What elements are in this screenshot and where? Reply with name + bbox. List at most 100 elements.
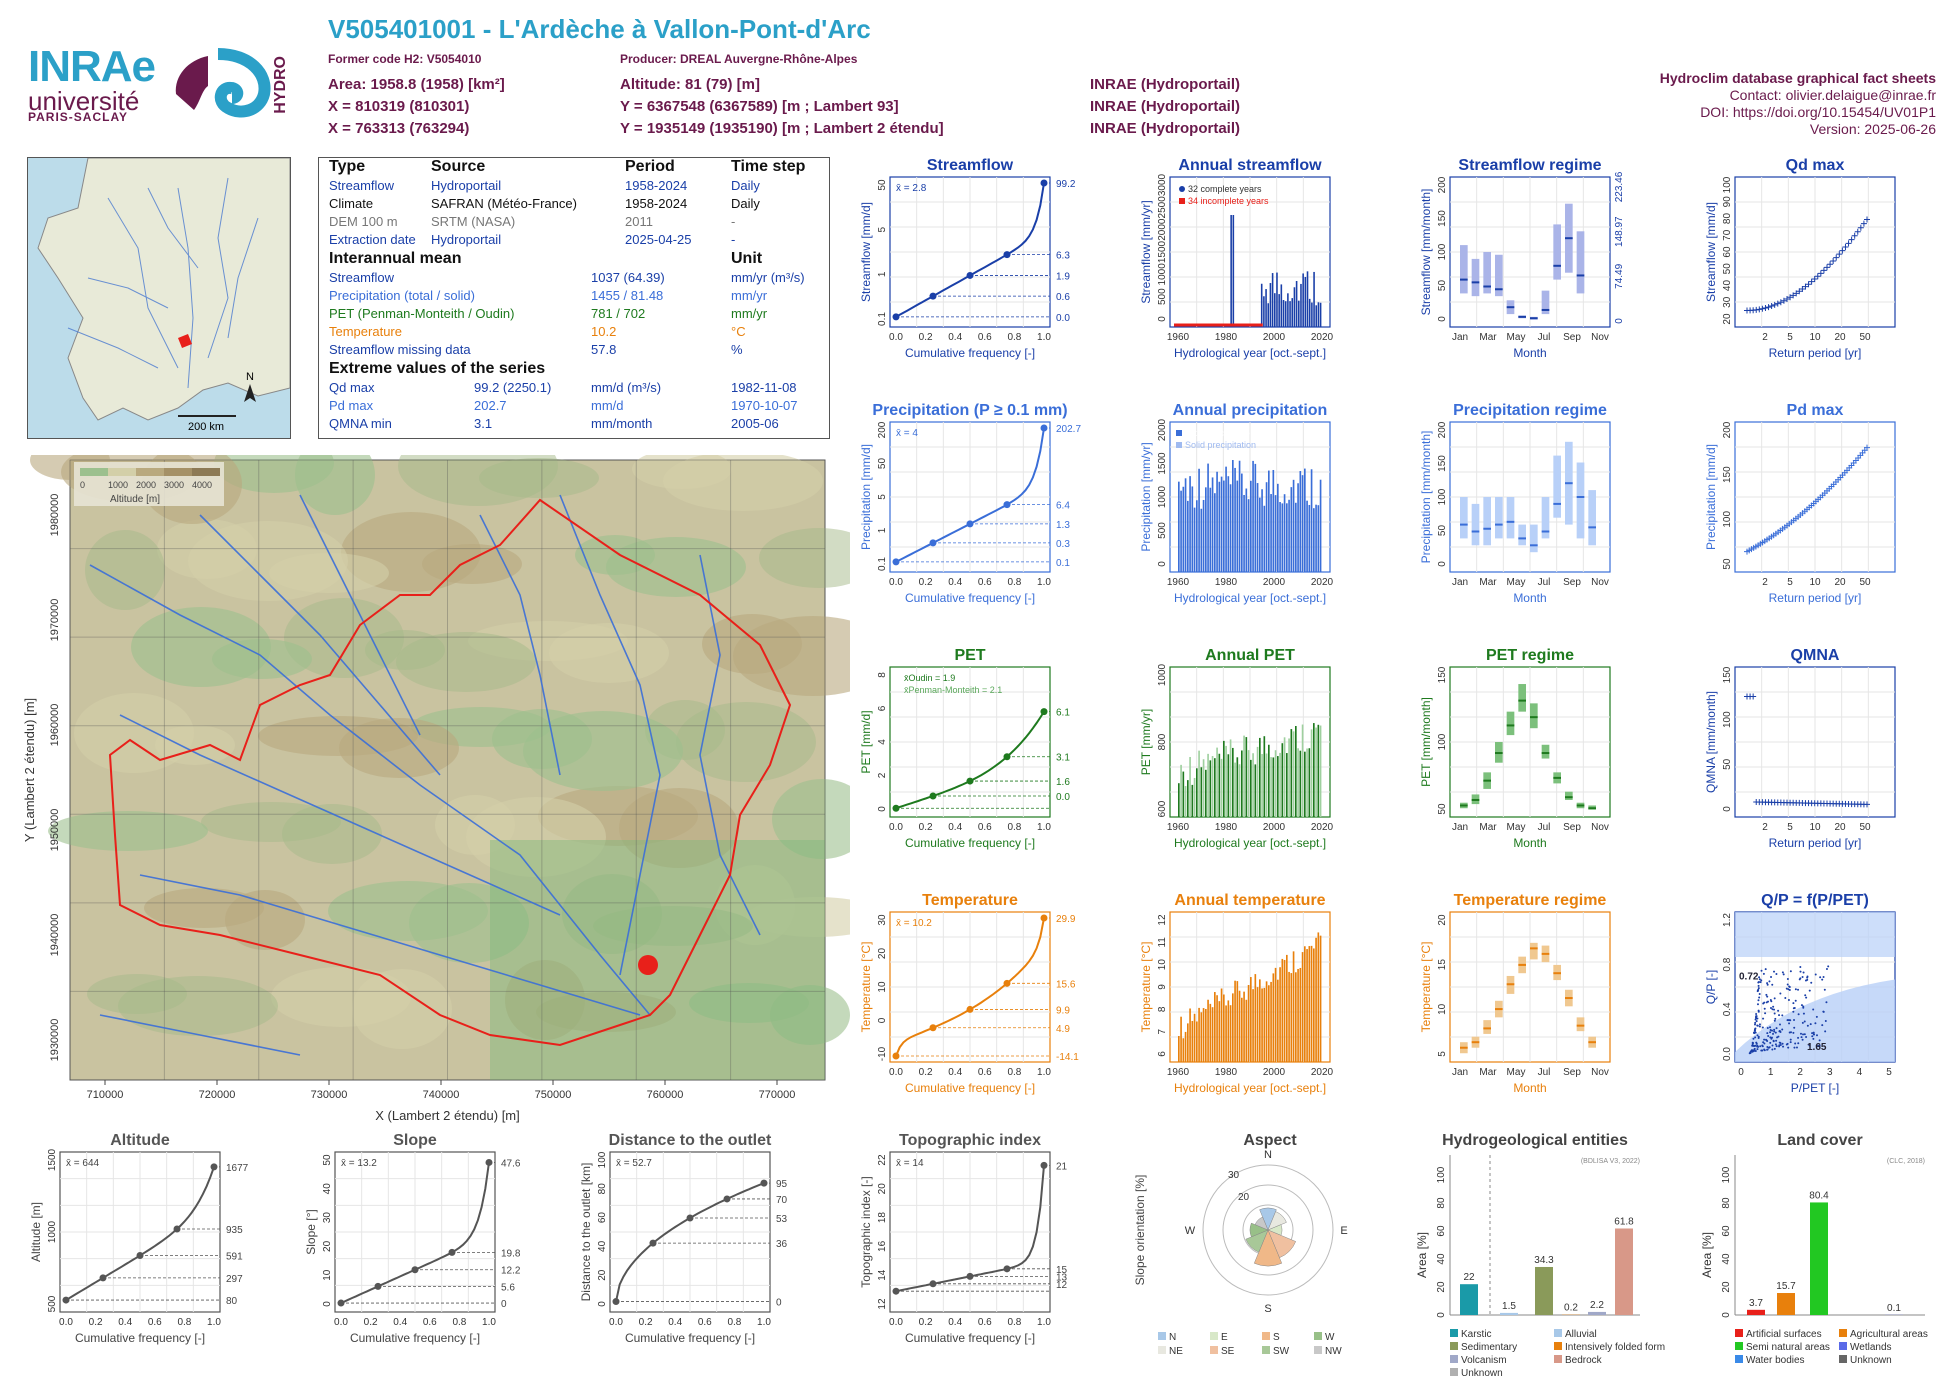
annual-bar: [1270, 757, 1272, 817]
y-tick: 1000: [1157, 263, 1168, 286]
annual-bar: [1252, 753, 1254, 817]
annual-bar: [1178, 783, 1180, 817]
right-label: 70: [776, 1195, 788, 1206]
data-point: [1823, 988, 1826, 991]
annual-bar: [1245, 488, 1248, 572]
x-tick: 3: [1827, 1067, 1833, 1078]
row-step: Daily: [731, 196, 760, 211]
x-axis-label: Month: [1513, 591, 1546, 605]
data-point: [1771, 301, 1778, 308]
data-point: [1781, 1014, 1784, 1017]
quantile-point: [62, 1296, 70, 1304]
x-axis-label: Hydrological year [oct.-sept.]: [1174, 591, 1326, 605]
annual-bar: [1281, 503, 1284, 572]
x-tick: Jan: [1452, 332, 1468, 343]
annual-bar: [1306, 949, 1308, 1062]
annual-bar: [1254, 764, 1257, 817]
data-point: [1784, 997, 1787, 1000]
legend-marker: [1176, 442, 1182, 448]
legend-tick: 3000: [164, 480, 184, 490]
annual-bar: [1315, 937, 1317, 1062]
right-label: 0.1: [1056, 558, 1070, 569]
data-point: [1836, 251, 1843, 258]
data-point: [1796, 288, 1803, 295]
data-point: [1755, 1042, 1758, 1045]
map-shape: [295, 455, 375, 515]
regime-box: [1518, 684, 1526, 712]
annual-bar: [1223, 994, 1225, 1062]
x-tick: 0.0: [889, 577, 903, 588]
y-tick: 200: [877, 421, 888, 438]
category-bar: [1535, 1266, 1553, 1315]
annual-bar: [1238, 990, 1241, 1062]
y-tick: 50: [1722, 758, 1733, 770]
map-shape: [549, 623, 669, 683]
annual-bar: [1261, 754, 1263, 817]
data-point: [1785, 1043, 1788, 1046]
data-point: [1769, 1041, 1772, 1044]
data-point: [1758, 996, 1761, 999]
annual-bar: [1243, 495, 1245, 572]
right-label: 21: [1056, 1161, 1068, 1172]
data-point: [1804, 994, 1807, 997]
y-axis-label: Precipitation [mm/d]: [859, 444, 873, 550]
quantile-point: [686, 1214, 694, 1222]
y-tick: 0: [322, 1301, 333, 1307]
annual-bar: [1211, 477, 1214, 572]
data-point: [1827, 261, 1834, 268]
x-tick: 0.6: [978, 1067, 992, 1078]
right-label: 80: [226, 1296, 238, 1307]
annual-bar: [1207, 999, 1209, 1062]
extreme-value: 99.2 (2250.1): [474, 380, 552, 395]
y-tick: 20: [322, 1240, 333, 1252]
right-label: 0.3: [1056, 539, 1070, 550]
data-point: [1749, 1051, 1752, 1054]
data-point: [1766, 982, 1769, 985]
y-tick: 150: [1722, 666, 1733, 683]
annual-bar: [1227, 754, 1230, 817]
quantile-point: [337, 1299, 345, 1307]
annual-bar: [1238, 460, 1241, 572]
y-axis-label: Altitude [m]: [29, 1202, 43, 1262]
y-tick: 1000: [47, 1220, 58, 1243]
y-tick: 200: [1437, 421, 1448, 438]
regime-box: [1541, 290, 1550, 315]
map-shape: [396, 632, 536, 692]
legend-swatch: [1158, 1332, 1166, 1340]
data-point: [1767, 1035, 1770, 1038]
data-point: [1848, 236, 1855, 243]
y-tick: 2500: [1157, 196, 1168, 219]
y-tick: 50: [877, 458, 888, 470]
annual-bar: [1191, 486, 1194, 572]
right-label: 36: [776, 1239, 788, 1250]
extreme-unit: mm/d: [591, 398, 624, 413]
data-point: [1797, 988, 1800, 991]
annual-bar: [1265, 289, 1267, 327]
x-tick: 10: [1809, 577, 1821, 588]
data-point: [1757, 1010, 1760, 1013]
data-point: [1763, 1049, 1766, 1052]
data-point: [1806, 976, 1809, 979]
x-tick: 0.8: [1007, 332, 1021, 343]
x-tick: 0.4: [948, 1067, 962, 1078]
data-point: [1769, 1026, 1772, 1029]
quantile-point: [929, 539, 937, 547]
y-tick: 0: [1437, 316, 1448, 322]
x-tick: 20: [1834, 332, 1846, 343]
category-bar: [1500, 1312, 1518, 1315]
map-shape: [155, 725, 235, 765]
map-shape: [48, 811, 208, 851]
producer: Producer: DREAL Auvergne-Rhône-Alpes: [620, 52, 858, 66]
annual-bar: [1302, 273, 1304, 327]
data-point: [1778, 1023, 1781, 1026]
legend-entry: Solid precipitation: [1185, 440, 1256, 450]
annual-bar: [1291, 298, 1294, 327]
annual-bar: [1180, 490, 1182, 572]
annual-bar: [1293, 287, 1296, 327]
data-point: [1777, 1009, 1780, 1012]
data-point: [1794, 1042, 1797, 1045]
quantile-point: [173, 1225, 181, 1233]
annual-bar: [1292, 951, 1295, 1062]
chart-qd-max: Qd max 2 5 10 20 50 20 30 40 50 60 70 80 90 100 Return …: [1704, 157, 1896, 360]
data-point: [1757, 999, 1760, 1002]
